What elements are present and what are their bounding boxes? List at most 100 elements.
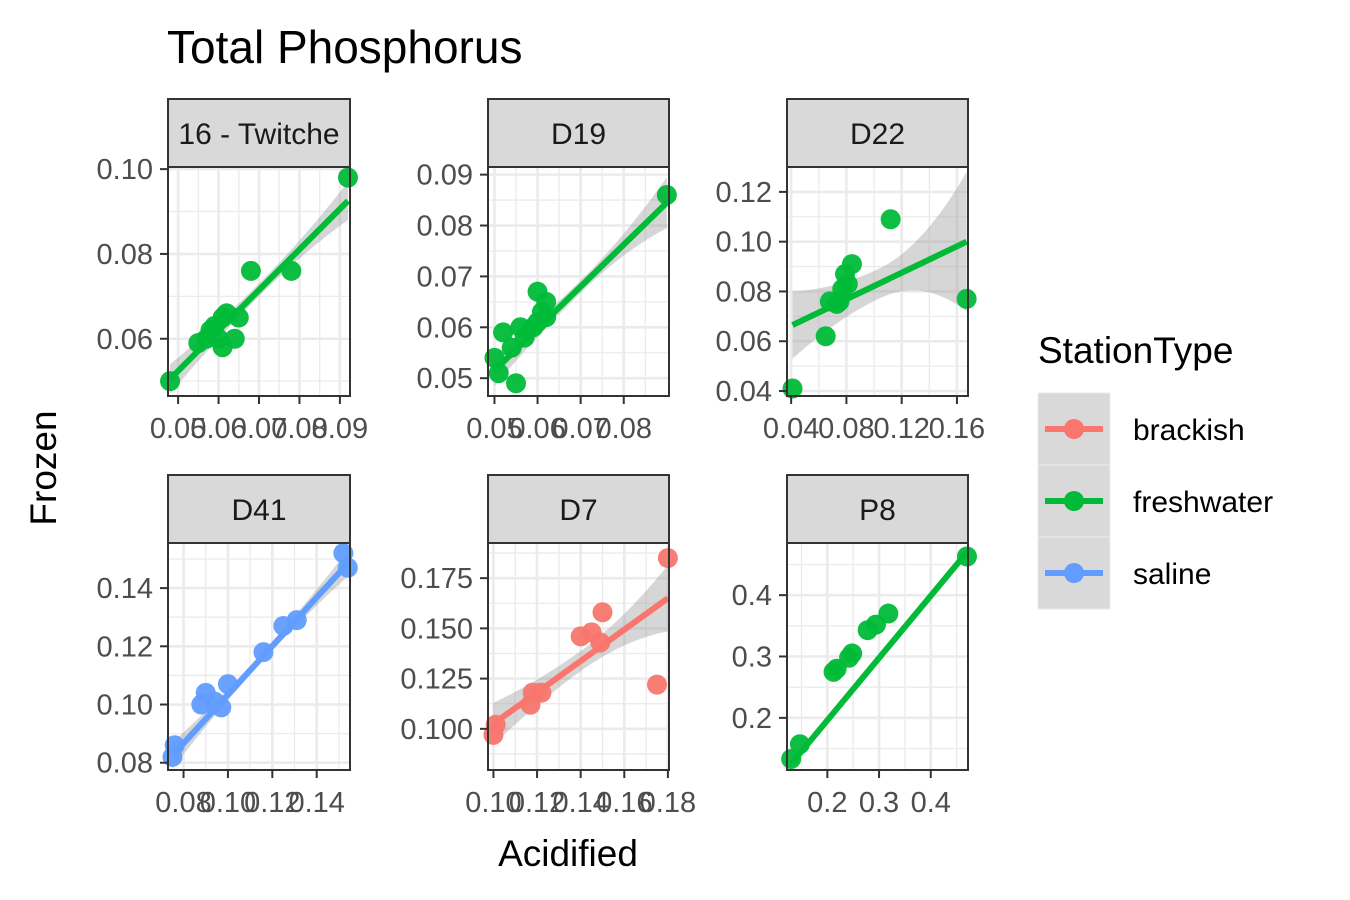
legend-key-brackish (1037, 392, 1111, 466)
data-point (789, 734, 810, 755)
panel-border (786, 166, 969, 397)
data-point (337, 167, 358, 188)
data-point (842, 643, 863, 664)
y-tick-label: 0.06 (417, 312, 473, 344)
data-point (531, 682, 552, 703)
y-tick-label: 0.09 (417, 160, 473, 192)
data-point (224, 328, 245, 349)
data-point (815, 326, 836, 347)
x-tick-label: 0.14 (552, 787, 608, 819)
x-tick-label: 0.12 (873, 413, 929, 445)
legend-key-saline (1037, 536, 1111, 610)
facet-strip (487, 474, 670, 544)
y-tick-label: 0.05 (417, 363, 473, 395)
facet-strip-label: D19 (551, 118, 606, 151)
data-point (217, 674, 238, 695)
data-point (337, 557, 358, 578)
panel-background (488, 543, 669, 770)
data-point (837, 273, 858, 294)
x-tick-label: 0.16 (929, 413, 985, 445)
x-axis-title: Acidified (498, 833, 638, 874)
data-point (647, 674, 668, 695)
facet-strip (786, 474, 969, 544)
panel-border (487, 166, 670, 397)
y-tick-label: 0.08 (716, 276, 772, 308)
facet-strip-label: D7 (559, 494, 597, 527)
y-tick-label: 0.04 (716, 376, 772, 408)
y-tick-label: 0.08 (97, 239, 153, 271)
data-point (286, 610, 307, 631)
x-tick-label: 0.06 (190, 413, 246, 445)
y-tick-label: 0.12 (716, 177, 772, 209)
y-tick-label: 0.08 (417, 211, 473, 243)
panel-5: D7 0.100.120.140.160.18 0.100 0.125 0.150 0.1… (400, 474, 696, 819)
regression-line (791, 238, 968, 328)
legend-label-freshwater: freshwater (1133, 486, 1273, 519)
y-tick-label: 0.06 (97, 324, 153, 356)
data-point (841, 254, 862, 275)
data-point (506, 373, 527, 394)
facet-strip-label: 16 - Twitche (178, 118, 339, 151)
x-tick-label: 0.3 (859, 787, 899, 819)
y-tick-label: 0.125 (400, 664, 473, 696)
chart-title: Total Phosphorus (167, 21, 522, 73)
data-point (164, 735, 185, 756)
facet-strip-label: D41 (231, 494, 286, 527)
y-tick-label: 0.14 (97, 573, 153, 605)
y-tick-label: 0.4 (732, 580, 772, 612)
data-point (878, 603, 899, 624)
y-tick-label: 0.10 (97, 154, 153, 186)
data-point (657, 548, 678, 569)
y-tick-label: 0.08 (97, 748, 153, 780)
x-tick-label: 0.2 (807, 787, 847, 819)
legend-label-saline: saline (1133, 558, 1211, 591)
x-tick-label: 0.10 (465, 787, 521, 819)
x-tick-label: 0.09 (312, 413, 368, 445)
legend: StationType brackish freshwater saline (1037, 330, 1273, 610)
facet-strip (167, 98, 351, 168)
data-point (281, 260, 302, 281)
legend-key-freshwater (1037, 464, 1111, 538)
y-tick-label: 0.175 (400, 563, 473, 595)
y-axis-title: Frozen (23, 410, 64, 525)
x-tick-label: 0.05 (466, 413, 522, 445)
legend-label-brackish: brackish (1133, 414, 1245, 447)
x-tick-label: 0.04 (763, 413, 819, 445)
x-tick-label: 0.08 (271, 413, 327, 445)
regression-line (788, 550, 968, 766)
facet-strip-label: P8 (859, 494, 896, 527)
y-tick-label: 0.10 (97, 690, 153, 722)
x-tick-label: 0.4 (911, 787, 951, 819)
data-point (656, 184, 677, 205)
data-point (485, 714, 506, 735)
panel-6: P8 0.2 0.3 0.4 0.2 0.3 0.4 (732, 474, 977, 819)
x-tick-label: 0.12 (244, 787, 300, 819)
x-tick-label: 0.05 (150, 413, 206, 445)
x-tick-label: 0.10 (200, 787, 256, 819)
data-point (536, 291, 557, 312)
facet-strip-label: D22 (850, 118, 905, 151)
x-tick-label: 0.06 (509, 413, 565, 445)
panel-1: 16 - Twitche0.050.060.070.080.090.060.08… (97, 98, 368, 445)
x-tick-label: 0.12 (509, 787, 565, 819)
facet-strip (167, 474, 351, 544)
panel-border (167, 542, 351, 771)
data-point (228, 307, 249, 328)
y-tick-label: 0.07 (417, 261, 473, 293)
y-tick-label: 0.10 (716, 227, 772, 259)
y-tick-label: 0.2 (732, 703, 772, 735)
x-tick-label: 0.07 (231, 413, 287, 445)
data-point (211, 697, 232, 718)
data-point (880, 209, 901, 230)
data-point (956, 546, 977, 567)
data-point (590, 632, 611, 653)
data-point (493, 322, 514, 343)
x-tick-label: 0.08 (155, 787, 211, 819)
x-tick-label: 0.16 (596, 787, 652, 819)
x-tick-label: 0.14 (288, 787, 344, 819)
data-point (484, 347, 505, 368)
